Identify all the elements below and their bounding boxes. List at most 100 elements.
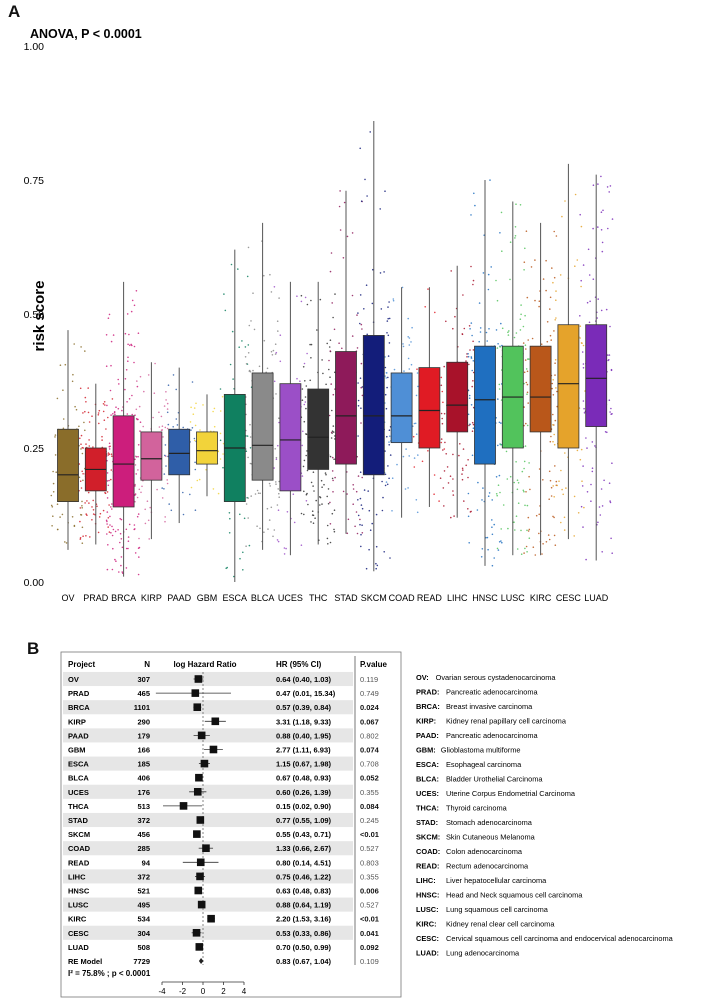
jitter-point bbox=[331, 470, 334, 472]
box-skcm bbox=[362, 335, 385, 476]
jitter-point bbox=[507, 331, 509, 334]
jitter-point bbox=[541, 553, 543, 555]
jitter-point bbox=[247, 344, 250, 346]
jitter-point bbox=[538, 532, 540, 535]
jitter-point bbox=[351, 335, 354, 337]
jitter-point bbox=[332, 425, 335, 427]
jitter-point bbox=[101, 439, 103, 441]
jitter-point bbox=[516, 479, 519, 482]
jitter-point bbox=[509, 475, 512, 478]
jitter-point bbox=[92, 513, 95, 515]
jitter-point bbox=[610, 413, 612, 416]
jitter-point bbox=[106, 511, 109, 513]
jitter-point bbox=[307, 503, 309, 506]
legend-entry: ESCA: Esophageal carcinoma bbox=[416, 760, 522, 769]
jitter-point bbox=[558, 480, 560, 483]
box-kirp bbox=[140, 431, 163, 481]
jitter-point bbox=[330, 431, 333, 434]
jitter-point bbox=[388, 444, 391, 446]
jitter-point bbox=[91, 506, 93, 508]
x-tick-label: BLCA bbox=[251, 593, 275, 603]
jitter-point bbox=[133, 345, 136, 348]
jitter-point bbox=[480, 556, 483, 558]
jitter-point bbox=[606, 431, 608, 434]
jitter-point bbox=[331, 430, 334, 433]
effect-square bbox=[193, 788, 202, 796]
jitter-point bbox=[561, 215, 563, 218]
jitter-point bbox=[549, 308, 551, 310]
jitter-point bbox=[84, 350, 86, 352]
jitter-point bbox=[283, 547, 286, 549]
jitter-point bbox=[82, 473, 84, 475]
jitter-point bbox=[160, 415, 163, 418]
jitter-point bbox=[481, 499, 483, 501]
jitter-point bbox=[546, 321, 549, 323]
jitter-point bbox=[591, 467, 594, 470]
effect-square bbox=[197, 900, 206, 909]
jitter-point bbox=[106, 520, 108, 523]
jitter-point bbox=[88, 439, 90, 441]
jitter-point bbox=[470, 357, 473, 359]
jitter-point bbox=[329, 501, 331, 504]
jitter-point bbox=[124, 332, 127, 335]
jitter-point bbox=[608, 482, 611, 485]
x-tick-label: KIRP bbox=[141, 593, 162, 603]
jitter-point bbox=[357, 312, 359, 314]
row-stripe bbox=[63, 897, 353, 912]
jitter-point bbox=[559, 274, 562, 276]
jitter-point bbox=[108, 442, 111, 445]
jitter-point bbox=[364, 178, 366, 181]
effect-square bbox=[209, 745, 218, 754]
jitter-point bbox=[582, 465, 584, 467]
axis-tick-label: -2 bbox=[179, 987, 187, 996]
jitter-point bbox=[219, 432, 222, 435]
jitter-point bbox=[127, 540, 130, 542]
jitter-point bbox=[560, 469, 562, 472]
jitter-point bbox=[525, 368, 528, 370]
row-pvalue: 0.355 bbox=[360, 872, 379, 881]
jitter-point bbox=[161, 497, 164, 499]
legend-entry: KIRC: Kidney renal clear cell carcinoma bbox=[416, 920, 555, 929]
jitter-point bbox=[61, 513, 64, 516]
jitter-point bbox=[555, 387, 557, 389]
jitter-point bbox=[263, 339, 266, 342]
jitter-point bbox=[410, 341, 412, 343]
jitter-point bbox=[608, 191, 610, 193]
jitter-point bbox=[198, 478, 201, 481]
legend-description: Head and Neck squamous cell carcinoma bbox=[446, 891, 583, 900]
jitter-point bbox=[467, 515, 470, 518]
jitter-point bbox=[357, 499, 359, 501]
jitter-point bbox=[152, 416, 154, 419]
row-n: 465 bbox=[137, 689, 150, 698]
jitter-point bbox=[342, 257, 345, 259]
jitter-point bbox=[89, 536, 91, 538]
jitter-point bbox=[102, 509, 105, 512]
jitter-point bbox=[366, 195, 368, 197]
box-brca bbox=[112, 415, 135, 508]
jitter-point bbox=[52, 515, 54, 517]
effect-square bbox=[207, 914, 215, 923]
jitter-point bbox=[591, 441, 594, 443]
jitter-point bbox=[114, 413, 116, 416]
legend-description: Cervical squamous cell carcinoma and end… bbox=[446, 934, 674, 943]
effect-square bbox=[200, 759, 209, 768]
jitter-point bbox=[193, 439, 196, 442]
jitter-point bbox=[561, 488, 563, 491]
jitter-point bbox=[277, 509, 280, 512]
jitter-point bbox=[351, 294, 354, 297]
jitter-point bbox=[550, 435, 552, 438]
jitter-point bbox=[219, 410, 222, 412]
jitter-point bbox=[514, 529, 516, 531]
jitter-point bbox=[582, 264, 585, 266]
jitter-point bbox=[276, 539, 279, 541]
jitter-point bbox=[346, 532, 349, 535]
jitter-point bbox=[597, 298, 599, 300]
jitter-point bbox=[105, 334, 108, 336]
jitter-point bbox=[333, 530, 336, 533]
jitter-point bbox=[319, 496, 322, 499]
jitter-point bbox=[497, 549, 500, 551]
jitter-point bbox=[247, 456, 249, 459]
x-tick-label: PAAD bbox=[167, 593, 191, 603]
jitter-point bbox=[439, 477, 442, 480]
jitter-point bbox=[84, 410, 86, 413]
